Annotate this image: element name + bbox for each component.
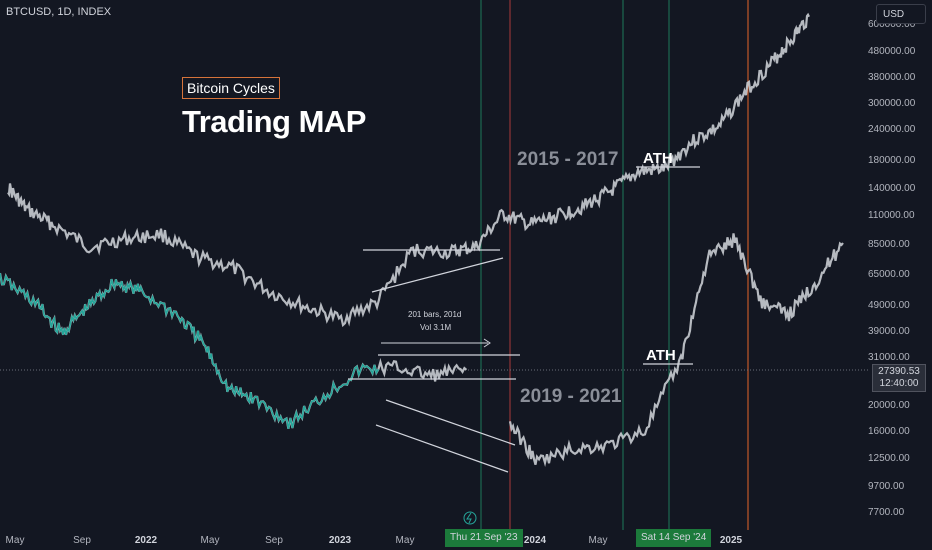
time-tick-label: May: [396, 535, 415, 546]
price-tick-label: 85000.00: [868, 239, 910, 250]
price-series: [0, 12, 844, 467]
time-tick-label: May: [589, 535, 608, 546]
title-badge: Bitcoin Cycles: [182, 77, 280, 99]
lightning-icon[interactable]: [463, 511, 477, 525]
price-tick-label: 20000.00: [868, 400, 910, 411]
symbol-header[interactable]: BTCUSD, 1D, INDEX: [6, 6, 112, 18]
price-tick-label: 31000.00: [868, 352, 910, 363]
price-tick-label: 12500.00: [868, 453, 910, 464]
price-tick-label: 600000.00: [868, 19, 916, 30]
time-tick-label: 2024: [524, 535, 547, 546]
price-tick-label: 300000.00: [868, 98, 916, 109]
price-series-line: [7, 12, 810, 328]
time-tick-label: 2025: [720, 535, 743, 546]
date-tag-sep-2023: Thu 21 Sep '23: [445, 529, 523, 547]
measure-bars-label: 201 bars, 201d: [408, 310, 461, 319]
trend-line[interactable]: [371, 257, 504, 293]
price-tick-label: 49000.00: [868, 300, 910, 311]
cycle-label-2019-2021: 2019 - 2021: [520, 386, 622, 407]
highlight-series-line: [0, 272, 380, 429]
ath-label-top: ATH: [643, 150, 673, 167]
price-tick-label: 110000.00: [868, 210, 915, 221]
channel-line[interactable]: [385, 399, 516, 446]
cycle-marker-lines: [0, 0, 868, 530]
price-tick-label: 380000.00: [868, 72, 916, 83]
price-series-line: [508, 233, 844, 467]
time-tick-label: Sep: [265, 535, 283, 546]
price-tick-label: 39000.00: [868, 326, 910, 337]
current-price-tag: 27390.53 12:40:00: [872, 364, 926, 392]
price-tick-label: 7700.00: [868, 507, 905, 518]
time-tick-label: May: [201, 535, 220, 546]
price-tick-label: 240000.00: [868, 124, 916, 135]
price-tick-label: 65000.00: [868, 269, 910, 280]
time-axis[interactable]: May Sep 2022 May Sep 2023 May 2024 May 2025: [6, 535, 743, 546]
measure-vol-label: Vol 3.1M: [420, 323, 451, 332]
drawings-layer: [348, 166, 700, 525]
candle-countdown: 12:40:00: [879, 378, 919, 389]
page-title: Trading MAP: [182, 104, 366, 139]
time-tick-label: May: [6, 535, 25, 546]
currency-button[interactable]: USD: [876, 4, 926, 24]
ath-label-bottom: ATH: [646, 347, 676, 364]
price-axis[interactable]: 600000.00 480000.00 380000.00 300000.00 2400…: [868, 19, 916, 518]
date-tag-sep-2024: Sat 14 Sep '24: [636, 529, 712, 547]
price-tick-label: 140000.00: [868, 183, 916, 194]
time-tick-label: 2022: [135, 535, 158, 546]
cycle-label-2015-2017: 2015 - 2017: [517, 149, 618, 170]
price-series-line: [0, 272, 468, 430]
current-price-value: 27390.53: [878, 366, 920, 377]
time-tick-label: 2023: [329, 535, 352, 546]
arrow-head-icon: [483, 338, 491, 348]
price-tick-label: 16000.00: [868, 426, 910, 437]
price-tick-label: 480000.00: [868, 46, 916, 57]
price-tick-label: 180000.00: [868, 155, 916, 166]
time-tick-label: Sep: [73, 535, 91, 546]
price-tick-label: 9700.00: [868, 481, 905, 492]
lightning-bolt: [466, 512, 472, 524]
channel-line[interactable]: [375, 424, 509, 473]
